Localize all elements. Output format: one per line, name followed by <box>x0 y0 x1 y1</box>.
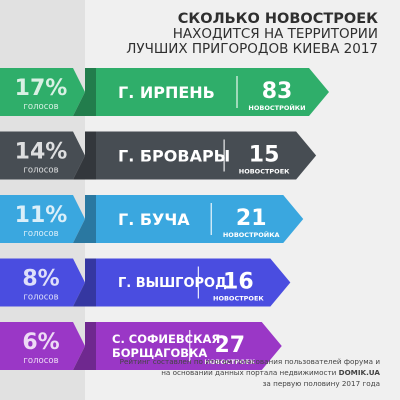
count-value: 83 <box>262 79 293 104</box>
count-label: НОВОСТРОЙКА <box>223 230 280 239</box>
votes-label: голосов <box>23 102 58 112</box>
count-value: 15 <box>249 143 280 168</box>
page-title: СКОЛЬКО НОВОСТРОЕК НАХОДИТСЯ НА ТЕРРИТОР… <box>48 12 378 57</box>
title-line-2: НАХОДИТСЯ НА ТЕРРИТОРИИ <box>172 26 378 42</box>
percent-label: 11% <box>15 203 68 228</box>
percent-label: 17% <box>15 76 68 101</box>
votes-label: голосов <box>23 166 58 176</box>
bar <box>96 258 291 307</box>
tab-fold <box>73 131 96 180</box>
count-value: 27 <box>214 333 245 358</box>
footnote-line-1: Рейтинг составлен по итогам голосования … <box>119 357 380 366</box>
tab-fold <box>73 68 96 116</box>
footnote-line-2: на основании данных портала недвижимости… <box>80 367 380 378</box>
count-value: 16 <box>223 270 254 295</box>
footnote-line-3: за первую половину 2017 года <box>262 379 380 388</box>
city-label: Г. БРОВАРЫ <box>118 146 230 165</box>
city-label: Г. ИРПЕНЬ <box>118 83 215 102</box>
count-value: 21 <box>236 206 267 231</box>
bar <box>96 322 282 370</box>
city-label: БОРЩАГОВКА <box>112 346 207 360</box>
title-line-1: СКОЛЬКО НОВОСТРОЕК <box>177 11 378 27</box>
bar <box>96 131 317 180</box>
footnote-line-2-text: на основании данных портала недвижимости <box>161 368 339 377</box>
percent-label: 14% <box>15 140 68 165</box>
percent-tab <box>0 68 85 116</box>
city-label: Г. ВЫШГОРОД <box>118 276 227 291</box>
percent-tab <box>0 131 85 180</box>
percent-tab <box>0 258 85 307</box>
votes-label: голосов <box>23 293 58 303</box>
tab-fold <box>73 322 96 370</box>
percent-tab <box>0 195 85 243</box>
tab-fold <box>73 195 96 243</box>
city-label: С. СОФИЕВСКАЯ <box>112 332 220 346</box>
count-label: НОВОСТРОЙКИ <box>248 103 305 112</box>
count-label: НОВОСТРОЕК <box>204 358 255 366</box>
votes-label: голосов <box>23 356 58 366</box>
percent-label: 8% <box>22 267 59 292</box>
percent-tab <box>0 322 85 370</box>
bar <box>96 68 329 116</box>
count-label: НОВОСТРОЕК <box>213 295 264 303</box>
city-label: Г. БУЧА <box>118 210 190 229</box>
bar <box>96 195 304 243</box>
tab-fold <box>73 258 96 307</box>
footnote: Рейтинг составлен по итогам голосования … <box>80 356 380 389</box>
title-line-3: ЛУЧШИХ ПРИГОРОДОВ КИЕВА 2017 <box>126 41 378 57</box>
percent-label: 6% <box>22 330 59 355</box>
count-label: НОВОСТРОЕК <box>239 168 290 176</box>
votes-label: голосов <box>23 229 58 239</box>
source-brand: DOMIK.UA <box>338 368 380 377</box>
